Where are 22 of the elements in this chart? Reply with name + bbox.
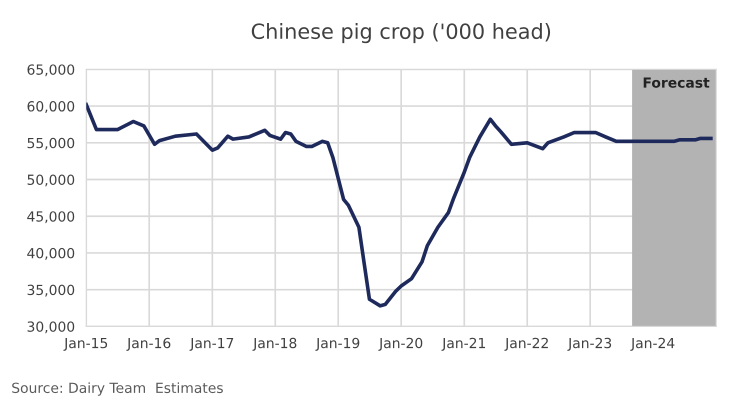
x-tick-label: Jan-24 <box>630 338 674 351</box>
chart-title: Chinese pig crop ('000 head) <box>252 22 550 44</box>
y-tick-label: 30,000 <box>28 321 74 334</box>
y-tick-label: 60,000 <box>28 101 74 113</box>
y-tick-label: 40,000 <box>27 248 74 260</box>
band-label: Forecast <box>644 78 710 88</box>
line-series <box>86 102 713 308</box>
y-tick-label: 35,000 <box>28 284 74 297</box>
x-tick-label: Jan-19 <box>315 338 360 351</box>
x-tick-label: Jan-16 <box>126 338 170 351</box>
x-tick-label: Jan-20 <box>378 338 422 351</box>
y-tick-label: 65,000 <box>28 64 74 76</box>
x-tick-label: Jan-18 <box>252 338 296 351</box>
y-tick-label: 45,000 <box>27 211 74 224</box>
x-tick-label: Jan-22 <box>504 338 548 351</box>
y-tick-label: 55,000 <box>28 138 74 150</box>
x-tick-label: Jan-17 <box>190 338 234 351</box>
x-tick-label: Jan-21 <box>442 338 486 351</box>
y-tick-label: 50,000 <box>28 174 74 186</box>
x-tick-label: Jan-15 <box>63 338 108 351</box>
x-tick-label: Jan-23 <box>567 338 612 351</box>
source-note: Source: Dairy Team Estimates <box>12 382 223 396</box>
